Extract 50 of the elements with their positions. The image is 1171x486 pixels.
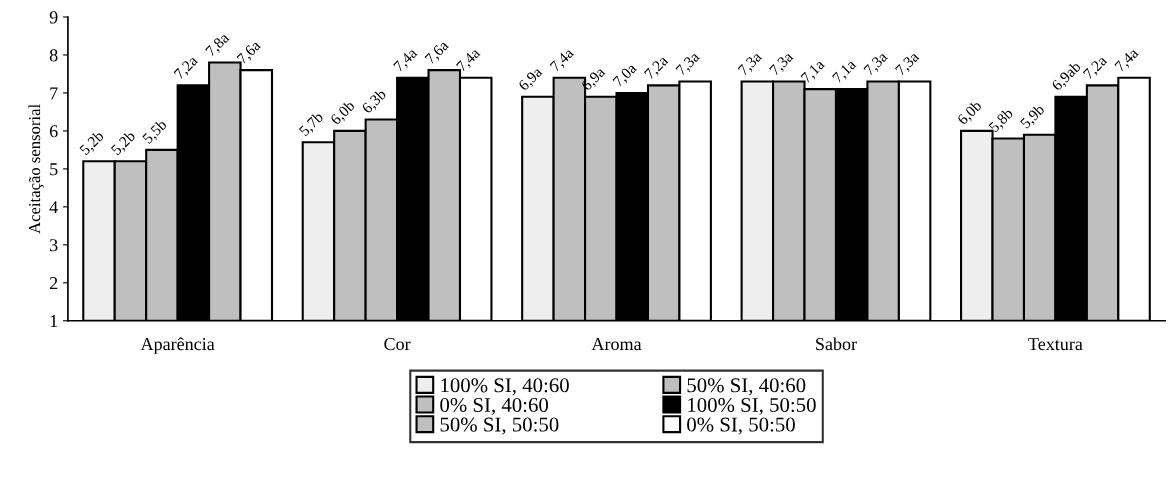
data-label: 7,3a — [675, 50, 702, 78]
data-label: 7,4a — [1114, 47, 1141, 74]
y-tick-label: 9 — [49, 11, 58, 24]
data-label: 7,1a — [800, 58, 827, 85]
legend-label: 100% SI, 40:60 — [441, 378, 569, 396]
y-tick-label: 2 — [49, 277, 58, 290]
x-tick-label: Cor — [384, 338, 411, 351]
data-label: 7,2a — [643, 54, 671, 81]
legend-label: 50% SI, 40:60 — [687, 378, 806, 396]
y-tick-label: 6 — [49, 125, 58, 138]
data-label: 5,9b — [1019, 103, 1047, 131]
data-label: 7,4a — [549, 47, 576, 74]
legend-label: 0% SI, 40:60 — [440, 397, 549, 415]
data-label: 7,6a — [236, 39, 263, 66]
data-label: 7,8a — [205, 31, 232, 59]
data-label: 7,2a — [1082, 54, 1110, 81]
data-label: 7,3a — [737, 50, 764, 78]
y-tick-label: 7 — [50, 87, 58, 100]
data-label: 5,8b — [988, 107, 1016, 135]
data-label: 7,3a — [894, 50, 922, 78]
data-label: 6,0b — [329, 99, 357, 127]
y-tick-label: 5 — [50, 163, 58, 176]
x-tick-label: Textura — [1028, 338, 1083, 351]
data-label: 7,6a — [424, 39, 451, 66]
data-label: 7,3a — [863, 50, 890, 78]
data-label: 7,2a — [173, 54, 200, 81]
y-axis-title: Aceitação sensorial — [28, 104, 44, 234]
data-label: 7,3a — [769, 50, 796, 78]
data-label: 7,0a — [612, 62, 639, 89]
data-label: 5,5b — [141, 118, 169, 146]
data-label: 5,2b — [78, 129, 106, 157]
x-tick-label: Aparência — [140, 337, 215, 354]
data-label: 7,4a — [393, 47, 420, 74]
x-tick-label: Aroma — [591, 338, 642, 351]
y-tick-label: 1 — [50, 315, 58, 328]
legend-label: 100% SI, 50:50 — [688, 397, 816, 415]
y-tick-label: 3 — [50, 239, 58, 252]
data-label: 6,3b — [361, 88, 389, 116]
legend-label: 0% SI, 50:50 — [687, 417, 795, 435]
y-tick-label: 4 — [49, 201, 58, 214]
y-tick-label: 8 — [49, 49, 58, 62]
data-label: 6,9a — [580, 66, 608, 93]
x-tick-label: Sabor — [816, 337, 857, 351]
data-label: 6,9a — [517, 66, 545, 93]
data-label: 7,4a — [456, 47, 483, 74]
data-label: 5,7b — [298, 110, 326, 138]
data-label: 5,2b — [110, 129, 138, 157]
data-label: 6,0b — [956, 99, 984, 127]
data-label: 7,1a — [831, 58, 859, 85]
legend-label: 50% SI, 50:50 — [440, 417, 559, 435]
